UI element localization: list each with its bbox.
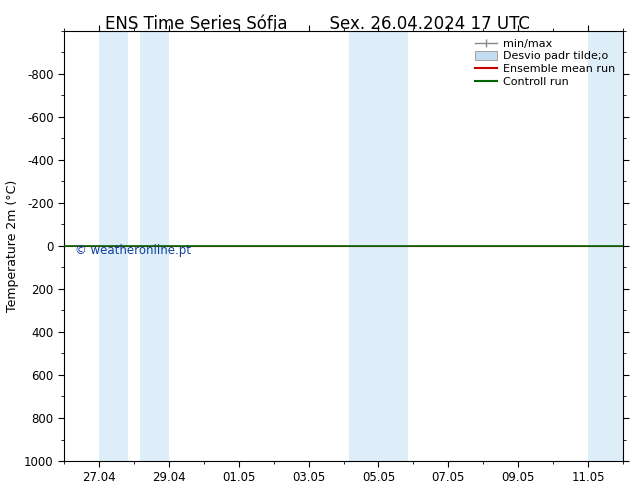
Bar [139, 31, 169, 461]
Bar [378, 31, 408, 461]
Bar [349, 31, 378, 461]
Bar [588, 31, 623, 461]
Text: © weatheronline.pt: © weatheronline.pt [75, 244, 191, 257]
Text: ENS Time Series Sófia        Sex. 26.04.2024 17 UTC: ENS Time Series Sófia Sex. 26.04.2024 17… [105, 15, 529, 33]
Bar [99, 31, 129, 461]
Y-axis label: Temperature 2m (°C): Temperature 2m (°C) [6, 180, 18, 312]
Legend: min/max, Desvio padr tilde;o, Ensemble mean run, Controll run: min/max, Desvio padr tilde;o, Ensemble m… [473, 36, 618, 90]
